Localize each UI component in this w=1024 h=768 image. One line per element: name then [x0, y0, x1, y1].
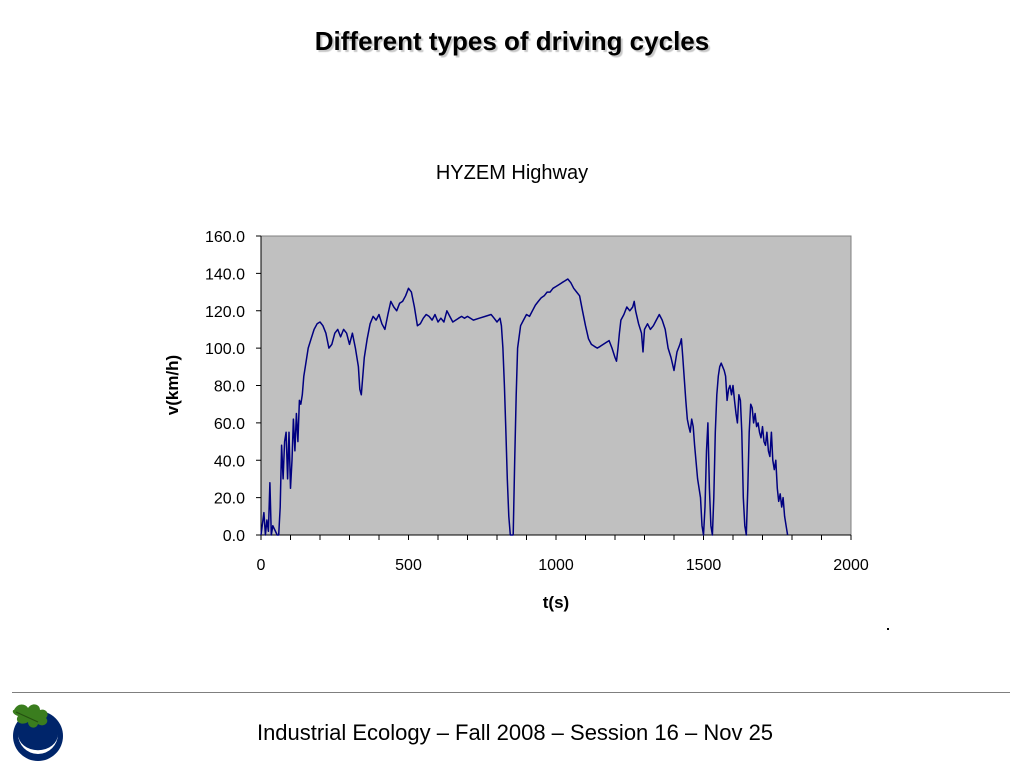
slide-title: Different types of driving cycles	[314, 26, 710, 56]
y-tick-label: 40.0	[214, 453, 245, 470]
y-tick-label: 80.0	[214, 379, 245, 396]
x-tick-label: 0	[257, 557, 266, 574]
axes: 0.0 20.0 40.0 60.0 80.0 100.0 120.0 140.0 160.0 0…	[205, 229, 869, 574]
plot-area	[260, 235, 852, 536]
y-tick-label: 0.0	[223, 528, 245, 545]
y-tick-label: 120.0	[205, 304, 245, 321]
y-axis-label: v(km/h)	[163, 355, 182, 415]
y-tick-label: 60.0	[214, 416, 245, 433]
line-chart: HYZEM Highway 0.0 20.0 40.0 60.0 80.0 100.0 12…	[163, 162, 869, 612]
chart-title: HYZEM Highway	[436, 162, 588, 184]
y-tick-label: 100.0	[205, 341, 245, 358]
x-tick-label: 500	[395, 557, 422, 574]
series-line-0	[260, 278, 789, 536]
x-tick-label: 1500	[686, 557, 722, 574]
footer-text: Industrial Ecology – Fall 2008 – Session…	[256, 720, 774, 745]
oak-leaf-moon-logo-icon	[12, 704, 63, 761]
y-tick-label: 20.0	[214, 491, 245, 508]
x-tick-label: 2000	[833, 557, 869, 574]
y-tick-label: 140.0	[205, 266, 245, 283]
x-tick-label: 1000	[538, 557, 574, 574]
stray-dot	[887, 628, 889, 630]
footer-divider	[12, 692, 1010, 693]
y-tick-label: 160.0	[205, 229, 245, 246]
x-axis-label: t(s)	[543, 593, 569, 612]
series-layer	[260, 278, 789, 536]
